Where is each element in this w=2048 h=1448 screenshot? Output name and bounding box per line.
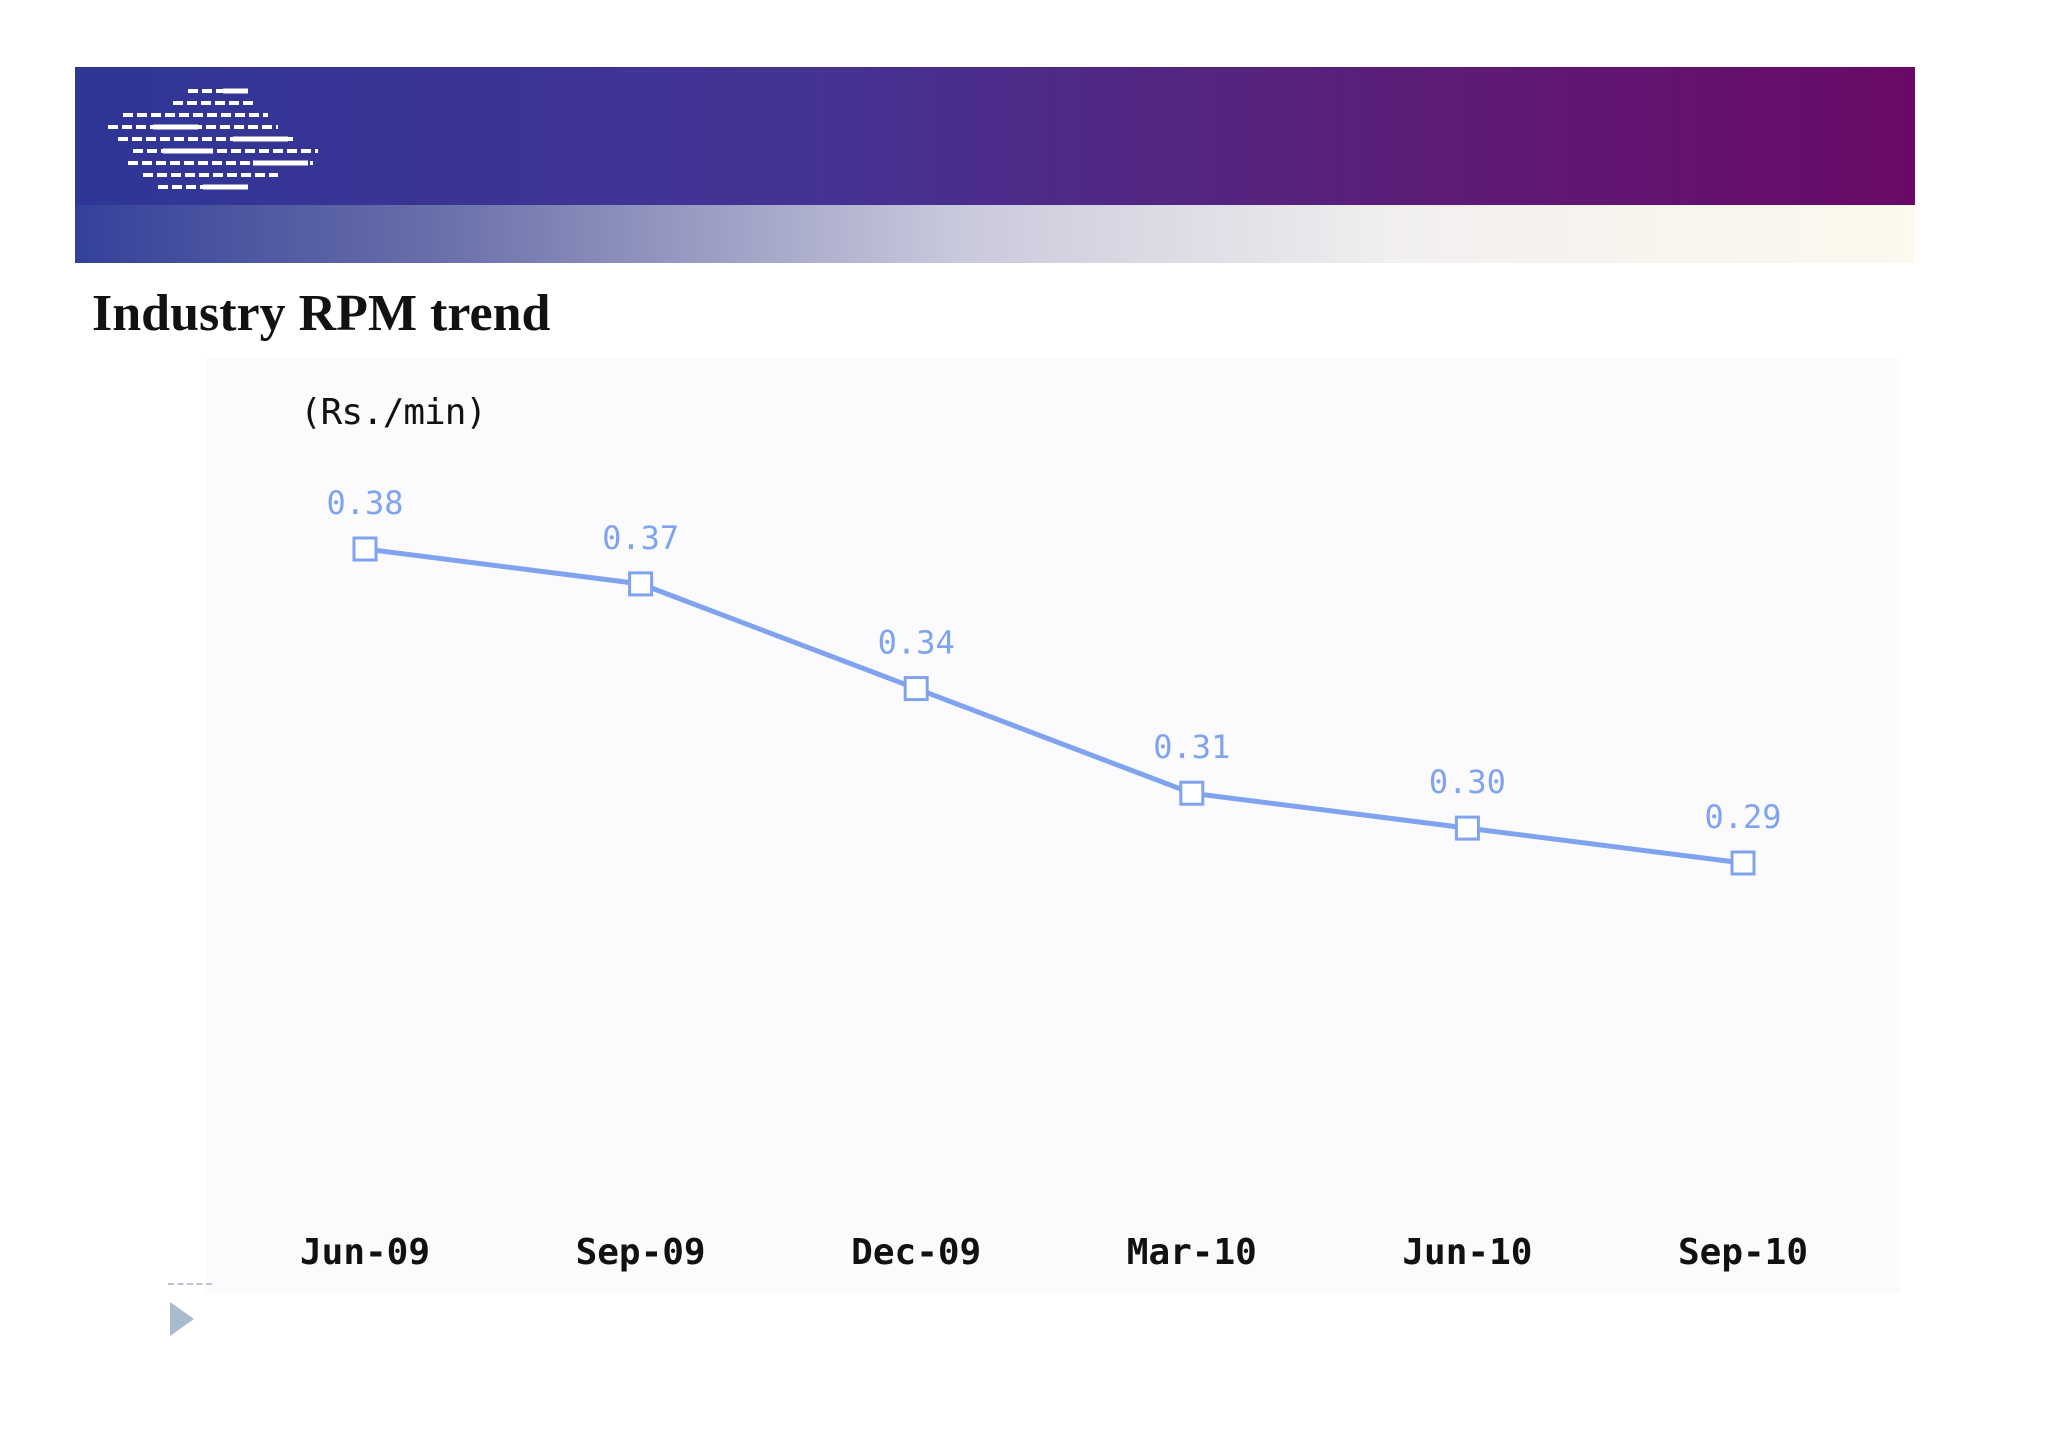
triangle-bullet-icon xyxy=(170,1302,194,1336)
page-title: Industry RPM trend xyxy=(92,285,551,342)
header-banner xyxy=(75,67,1915,263)
x-tick-label: Dec-09 xyxy=(851,1232,981,1273)
x-tick-label: Jun-09 xyxy=(300,1232,430,1273)
data-point-marker xyxy=(1730,850,1756,876)
x-tick-label: Sep-10 xyxy=(1678,1232,1808,1273)
data-label: 0.38 xyxy=(326,484,403,522)
chart-panel xyxy=(205,358,1900,1293)
data-label: 0.29 xyxy=(1704,798,1781,836)
data-point-marker xyxy=(352,536,378,562)
y-unit-label: (Rs./min) xyxy=(300,392,487,433)
data-point-marker xyxy=(1454,815,1480,841)
data-label: 0.37 xyxy=(602,519,679,557)
data-point-marker xyxy=(1179,780,1205,806)
x-tick-label: Sep-09 xyxy=(576,1232,706,1273)
data-point-marker xyxy=(628,571,654,597)
x-tick-label: Mar-10 xyxy=(1127,1232,1257,1273)
data-label: 0.30 xyxy=(1429,763,1506,801)
data-point-marker xyxy=(903,676,929,702)
x-tick-label: Jun-10 xyxy=(1402,1232,1532,1273)
striped-logo-icon xyxy=(108,88,318,190)
series-line xyxy=(364,546,1744,866)
data-label: 0.31 xyxy=(1153,728,1230,766)
data-label: 0.34 xyxy=(878,624,955,662)
bullet-divider xyxy=(168,1283,212,1285)
banner-gradient-band xyxy=(75,205,1915,263)
